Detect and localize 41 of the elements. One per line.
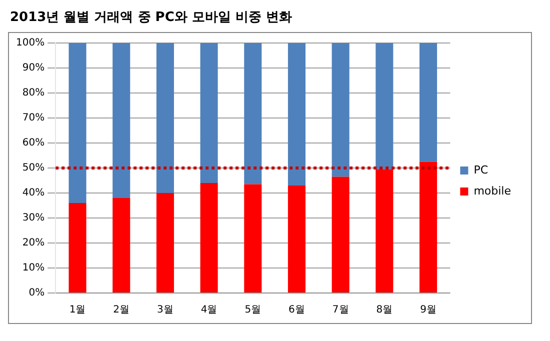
bar [112, 43, 130, 198]
x-tick-label: 7월 [332, 304, 349, 316]
y-tick-label: 100% [16, 38, 45, 49]
chart-title: 2013년 월별 거래액 중 PC와 모바일 비중 변화 [10, 9, 293, 26]
y-tick-label: 80% [22, 88, 45, 99]
y-tick-label: 70% [22, 112, 45, 124]
y-tick-label: 20% [22, 238, 45, 249]
bar [68, 43, 86, 203]
y-tick-label: 10% [22, 262, 45, 274]
bar [376, 43, 394, 170]
y-tick-label: 60% [22, 138, 45, 149]
bar [156, 193, 174, 292]
x-tick-label: 8월 [376, 304, 393, 316]
bar [420, 162, 438, 292]
legend-label: PC [474, 163, 488, 176]
x-tick-label: 5월 [244, 304, 262, 316]
bar [332, 43, 350, 177]
bar [244, 184, 262, 292]
x-tick-label: 2월 [113, 304, 130, 316]
x-tick-label: 4월 [200, 304, 218, 316]
legend-label: mobile [474, 184, 512, 198]
bar [112, 198, 130, 292]
x-tick-label: 1월 [69, 304, 86, 316]
y-tick-label: 90% [22, 62, 45, 74]
bar [200, 183, 218, 292]
y-tick-label: 40% [22, 188, 45, 199]
bar [420, 43, 438, 162]
bar [288, 186, 306, 292]
bar [244, 43, 262, 184]
y-tick-label: 30% [22, 212, 45, 224]
y-tick-label: 50% [22, 162, 45, 174]
bar [156, 43, 174, 193]
bar [376, 169, 394, 292]
x-tick-label: 6월 [288, 304, 305, 316]
y-tick-label: 0% [28, 288, 45, 299]
x-tick-label: 3월 [157, 304, 174, 316]
bar [68, 203, 86, 292]
x-tick-label: 9월 [420, 304, 436, 316]
bar [288, 43, 306, 186]
bar [200, 43, 218, 183]
bar [332, 176, 350, 292]
